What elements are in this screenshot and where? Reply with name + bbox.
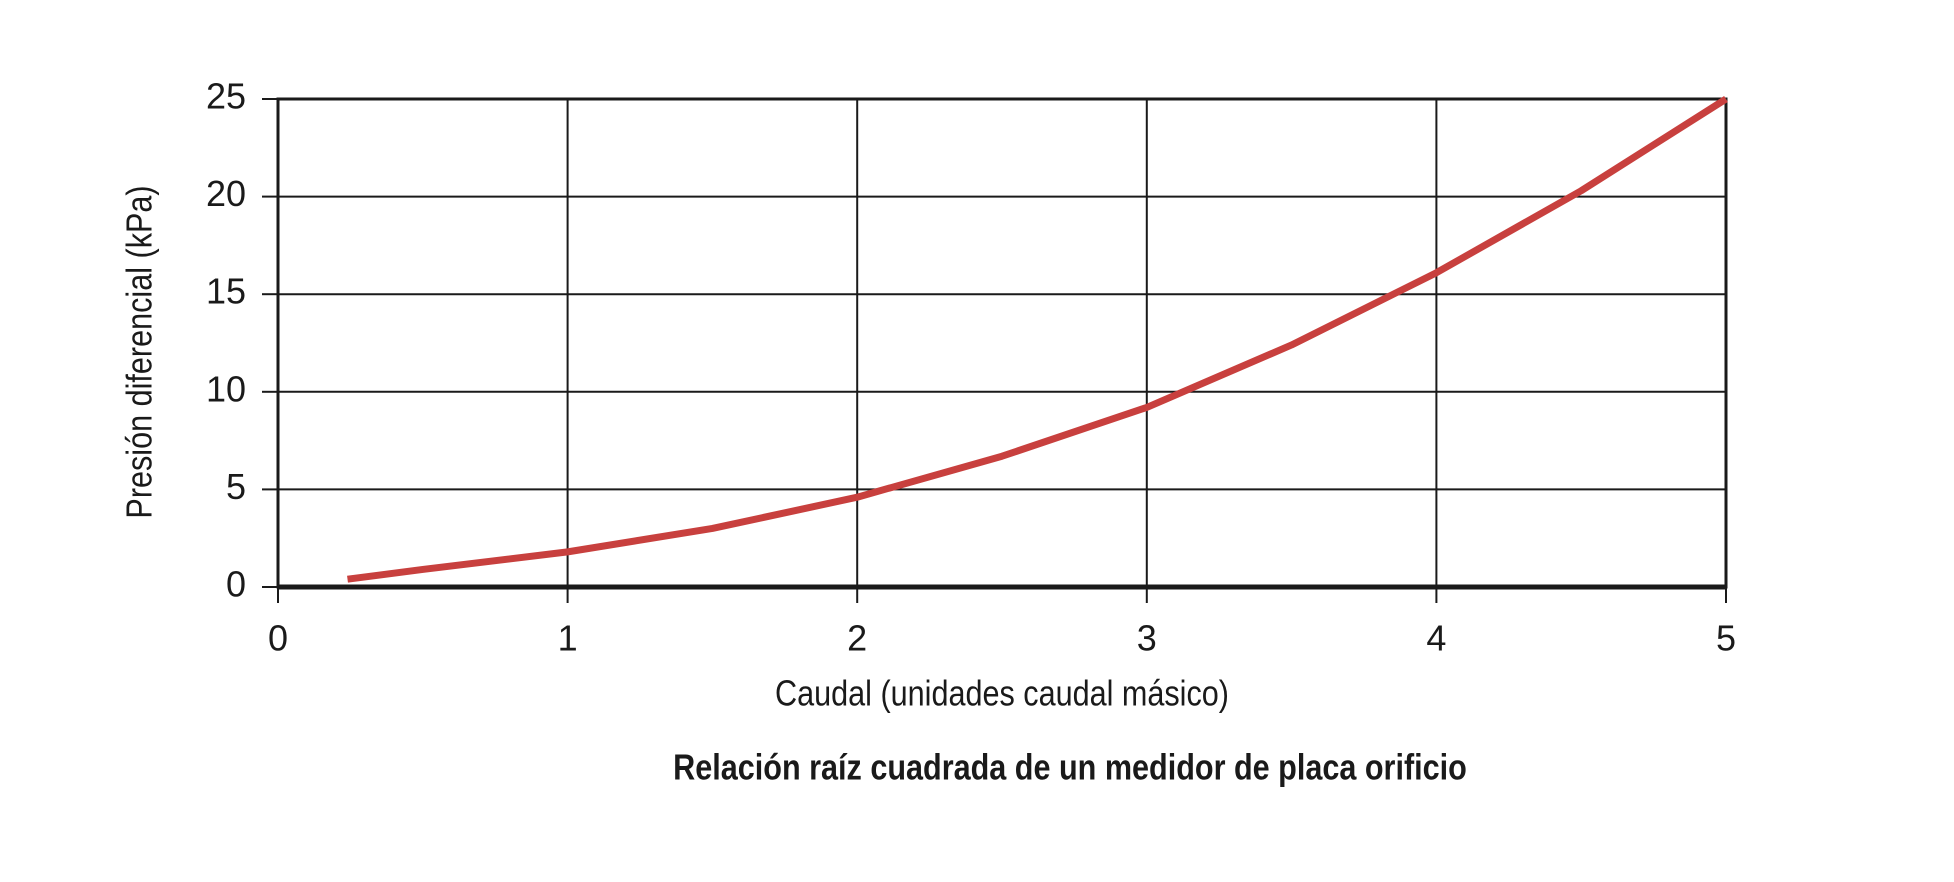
y-tick-label: 20	[206, 173, 246, 214]
x-tick-label: 2	[847, 618, 867, 659]
y-axis-label: Presión diferencial (kPa)	[120, 185, 160, 518]
x-tick-label: 0	[268, 618, 288, 659]
x-tick-label: 4	[1426, 618, 1446, 659]
y-tick-label: 0	[226, 564, 246, 605]
y-tick-label: 25	[206, 76, 246, 117]
y-tick-label: 10	[206, 368, 246, 409]
chart-title: Relación raíz cuadrada de un medidor de …	[673, 748, 1467, 788]
x-axis-label: Caudal (unidades caudal másico)	[775, 674, 1229, 714]
y-tick-label: 15	[206, 271, 246, 312]
x-tick-label: 3	[1137, 618, 1157, 659]
plot-frame	[276, 97, 1728, 589]
y-tick-label: 5	[226, 466, 246, 507]
x-tick-label: 1	[558, 618, 578, 659]
x-tick-label: 5	[1716, 618, 1736, 659]
data-line	[347, 96, 1728, 583]
